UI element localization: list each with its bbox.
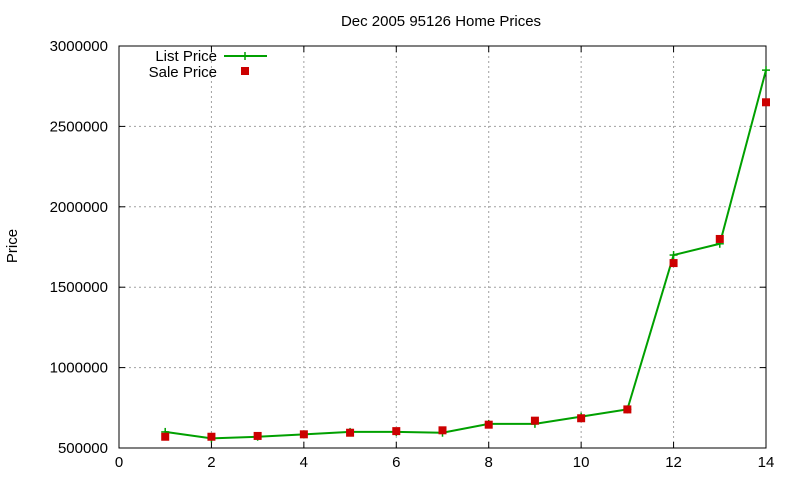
- x-tick-label: 0: [115, 454, 123, 471]
- legend-marker-sale-price: [241, 67, 249, 75]
- x-tick-label: 6: [392, 454, 400, 471]
- x-tick-label: 4: [300, 454, 308, 471]
- sale-price-point: [623, 405, 632, 414]
- sale-price-point: [392, 427, 401, 436]
- sale-price-point: [438, 426, 447, 435]
- sale-price-point: [530, 416, 539, 425]
- axes: 0 2 4 6 8 10 12 14 500000 1000000 1500000 2000000 25…: [50, 38, 775, 471]
- grid: [119, 46, 766, 448]
- y-tick-label: 500000: [58, 440, 108, 457]
- sale-price-point: [253, 431, 262, 440]
- x-tick-label: 10: [573, 454, 590, 471]
- sale-price-point: [346, 428, 355, 437]
- sale-price-point: [484, 420, 493, 429]
- x-tick-label: 8: [485, 454, 493, 471]
- x-tick-label: 2: [207, 454, 215, 471]
- legend-label-sale-price: Sale Price: [149, 64, 217, 81]
- y-tick-label: 2500000: [50, 118, 108, 135]
- series-group: [161, 66, 770, 443]
- y-tick-label: 1500000: [50, 279, 108, 296]
- x-tick-label: 12: [665, 454, 682, 471]
- sale-price-point: [669, 259, 678, 268]
- y-tick-label: 2000000: [50, 199, 108, 216]
- y-tick-label: 1000000: [50, 360, 108, 377]
- sale-price-point: [762, 98, 770, 107]
- list-price-point: [762, 66, 770, 75]
- legend-marker-list-price: [241, 52, 249, 60]
- x-tick-label: 14: [758, 454, 775, 471]
- sale-price-point: [299, 430, 308, 439]
- chart-title: Dec 2005 95126 Home Prices: [341, 13, 541, 30]
- sale-price-point: [161, 432, 170, 441]
- y-tick-label: 3000000: [50, 38, 108, 55]
- sale-price-point: [577, 414, 586, 423]
- plot-border: [118, 45, 767, 449]
- sale-price-point: [207, 432, 216, 441]
- y-axis-label: Price: [4, 229, 21, 263]
- list-price-line: [165, 69, 767, 440]
- sale-price-point: [715, 234, 724, 243]
- list-price-point: [669, 251, 678, 260]
- legend-label-list-price: List Price: [155, 48, 217, 65]
